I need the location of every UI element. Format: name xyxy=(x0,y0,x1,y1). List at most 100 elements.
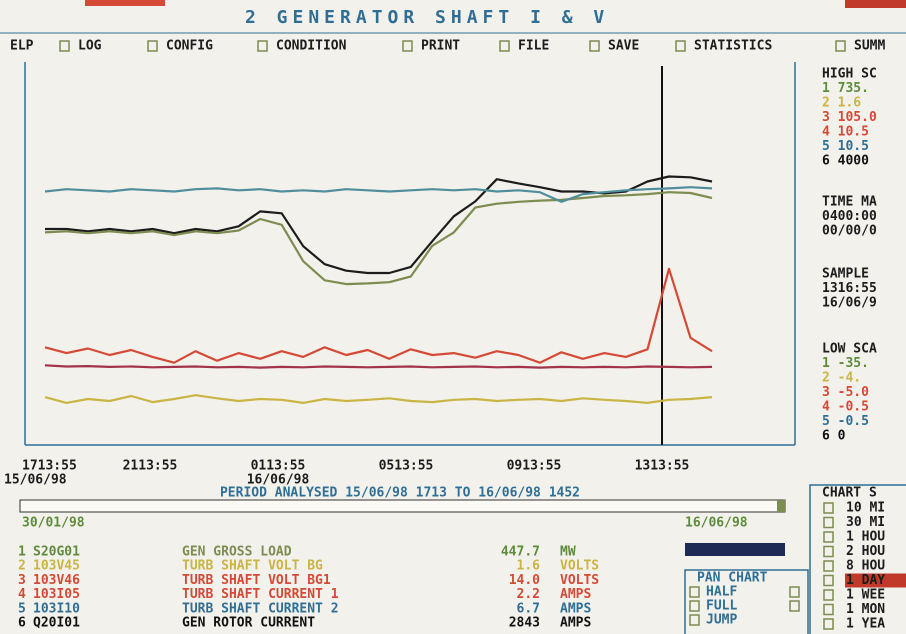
period: PERIOD ANALYSED 15/06/98 1713 TO 16/06/9… xyxy=(220,486,580,501)
span-option[interactable]: 1 WEE xyxy=(846,588,885,603)
table-cell: VOLTS xyxy=(560,559,599,574)
menu-checkbox[interactable] xyxy=(59,40,70,52)
pan-option[interactable]: HALF xyxy=(706,585,737,600)
panel-line: 16/06/9 xyxy=(822,296,877,311)
trace xyxy=(44,186,713,203)
table-cell: 3 xyxy=(18,573,26,588)
x-tick-label: 0113:55 xyxy=(251,459,306,474)
table-cell: VOLTS xyxy=(560,573,599,588)
menu-checkbox[interactable] xyxy=(499,40,510,52)
span-option[interactable]: 1 DAY xyxy=(846,573,885,588)
menu-item[interactable]: ELP xyxy=(10,39,34,54)
span-option[interactable]: 30 MI xyxy=(846,515,885,530)
checkbox[interactable] xyxy=(823,531,834,543)
checkbox[interactable] xyxy=(689,586,700,598)
x-tick-label: 1713:55 xyxy=(22,459,77,474)
panel-line: 6 0 xyxy=(822,429,846,444)
pan-option[interactable]: JUMP xyxy=(706,613,737,628)
table-cell: 103V45 xyxy=(33,559,80,574)
x-tick-date: 16/06/98 xyxy=(247,473,310,488)
panel-line: 6 4000 xyxy=(822,154,869,169)
table-cell: AMPS xyxy=(560,601,591,616)
checkbox[interactable] xyxy=(823,516,834,529)
checkbox[interactable] xyxy=(689,600,700,612)
menu-item[interactable]: CONFIG xyxy=(166,39,213,54)
table-cell: 2843 xyxy=(509,616,540,631)
trace xyxy=(44,191,713,286)
x-tick-label: 0913:55 xyxy=(507,459,562,474)
menu-item[interactable]: CONDITION xyxy=(276,39,347,54)
slider[interactable] xyxy=(19,499,786,513)
panel-line: 2 -4. xyxy=(822,371,861,386)
span-option[interactable]: 8 HOU xyxy=(846,559,885,574)
selected-highlight xyxy=(845,573,906,588)
menu-checkbox[interactable] xyxy=(835,40,846,52)
button[interactable] xyxy=(685,543,785,556)
table-cell: S20G01 xyxy=(33,545,80,560)
top-bar xyxy=(85,0,165,6)
panel-line: 4 -0.5 xyxy=(822,400,869,415)
checkbox[interactable] xyxy=(689,614,700,626)
table-cell: 103V46 xyxy=(33,573,80,588)
menu-checkbox[interactable] xyxy=(675,40,686,52)
table-cell: AMPS xyxy=(560,616,591,631)
span-option[interactable]: 10 MI xyxy=(846,501,885,516)
menu-checkbox[interactable] xyxy=(257,40,268,52)
table-cell: 5 xyxy=(18,601,26,616)
panel-line: 4 10.5 xyxy=(822,125,869,140)
slider-thumb[interactable] xyxy=(777,500,785,512)
menu-item[interactable]: STATISTICS xyxy=(694,39,772,54)
menu-item[interactable]: LOG xyxy=(78,39,102,54)
panel-line: 00/00/0 xyxy=(822,224,877,239)
x-tick-label: 1313:55 xyxy=(635,459,690,474)
top-bar xyxy=(845,0,906,8)
table-cell: 1.6 xyxy=(517,559,541,574)
checkbox[interactable] xyxy=(823,574,834,587)
x-tick-label: 2113:55 xyxy=(123,459,178,474)
pan-option[interactable]: FULL xyxy=(706,599,737,614)
table-cell: 2.2 xyxy=(517,587,540,602)
slider-start: 30/01/98 xyxy=(22,516,85,531)
table-cell: MW xyxy=(560,545,576,560)
checkbox[interactable] xyxy=(823,589,834,601)
menu-checkbox[interactable] xyxy=(589,40,600,52)
table-cell: TURB SHAFT CURRENT 2 xyxy=(182,601,339,616)
checkbox[interactable] xyxy=(823,618,834,630)
panel-title: SAMPLE xyxy=(822,267,869,282)
title: 2 GENERATOR SHAFT I & V xyxy=(245,7,609,28)
menu-checkbox[interactable] xyxy=(402,40,413,52)
table-cell: 4 xyxy=(18,587,26,602)
menu-item[interactable]: PRINT xyxy=(421,39,460,54)
panel-line: 3 -5.0 xyxy=(822,385,869,400)
table-cell: Q20I01 xyxy=(33,616,80,631)
panel-title: TIME MA xyxy=(822,195,877,210)
panel-line: 5 10.5 xyxy=(822,139,869,154)
table-cell: TURB SHAFT CURRENT 1 xyxy=(182,587,339,602)
checkbox[interactable] xyxy=(823,560,834,572)
menu-item[interactable]: SAVE xyxy=(608,39,639,54)
checkbox[interactable] xyxy=(823,502,834,514)
panel-title: PAN CHART xyxy=(697,571,768,586)
checkbox[interactable] xyxy=(789,586,800,598)
checkbox[interactable] xyxy=(823,603,834,616)
span-option[interactable]: 1 YEA xyxy=(846,617,885,632)
table-cell: 14.0 xyxy=(509,573,540,588)
span-option[interactable]: 1 HOU xyxy=(846,530,885,545)
checkbox[interactable] xyxy=(823,545,834,558)
table-cell: 103I05 xyxy=(33,587,80,602)
menu-item[interactable]: FILE xyxy=(518,39,549,54)
table-cell: 103I10 xyxy=(33,601,80,616)
span-option[interactable]: 1 MON xyxy=(846,602,885,617)
table-cell: 2 xyxy=(18,559,26,574)
menu-item[interactable]: SUMM xyxy=(854,39,885,54)
panel-line: 1316:55 xyxy=(822,281,877,296)
panel-title: LOW SCA xyxy=(822,342,877,357)
menu-checkbox[interactable] xyxy=(147,40,158,52)
table-cell: 6.7 xyxy=(517,601,540,616)
span-option[interactable]: 2 HOU xyxy=(846,544,885,559)
panel-line: 0400:00 xyxy=(822,209,877,224)
panel-title: CHART S xyxy=(822,486,877,501)
x-tick-date: 15/06/98 xyxy=(4,473,67,488)
checkbox[interactable] xyxy=(789,600,800,612)
